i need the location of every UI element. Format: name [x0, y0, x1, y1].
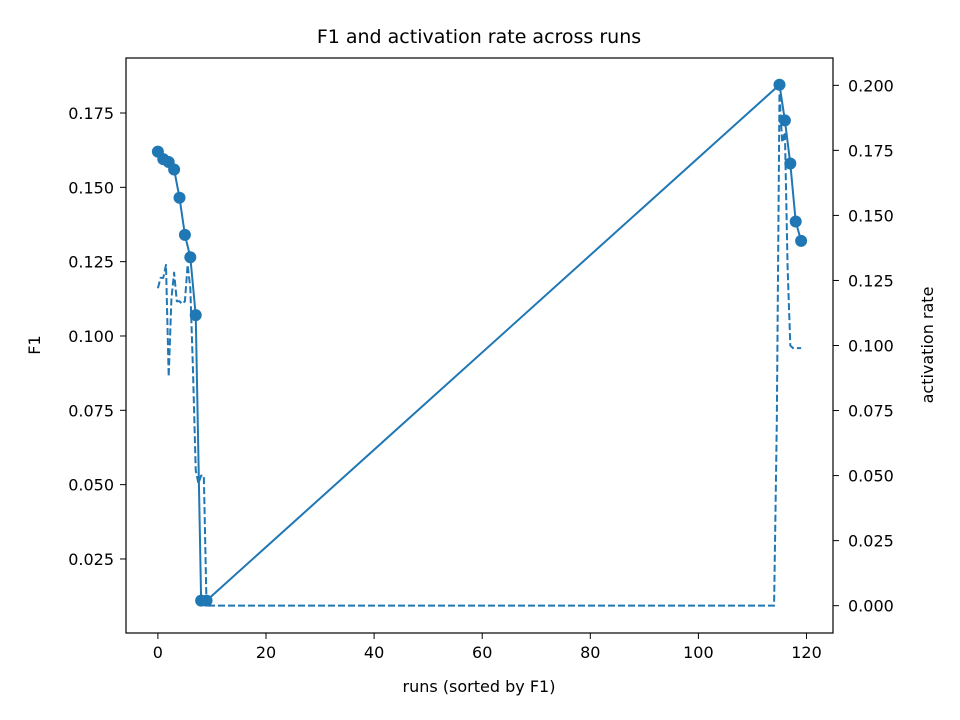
f1-data-point: [795, 234, 808, 247]
f1-data-point: [778, 114, 791, 127]
f1-data-point: [784, 157, 797, 170]
y-right-tick-label: 0.075: [848, 402, 894, 421]
f1-data-point: [184, 251, 197, 264]
f1-data-point: [773, 78, 786, 91]
f1-data-point: [173, 191, 186, 204]
x-tick-label: 100: [683, 643, 714, 662]
x-tick-label: 0: [153, 643, 163, 662]
f1-series-line: [157, 83, 803, 602]
plot-frame: [125, 57, 834, 634]
y-left-tick-label: 0.025: [68, 550, 114, 569]
y-left-tick-label: 0.075: [68, 401, 114, 420]
chart-title: F1 and activation rate across runs: [317, 26, 641, 48]
y-axis-left: 0.025 0.050 0.075 0.100 0.125 0.150 0.175: [68, 104, 126, 569]
y-right-tick-label: 0.000: [848, 597, 894, 616]
y-left-tick-label: 0.125: [68, 253, 114, 272]
plot-area: [151, 78, 808, 607]
x-axis-label: runs (sorted by F1): [403, 677, 556, 696]
y-right-tick-label: 0.050: [848, 467, 894, 486]
x-tick-label: 40: [364, 643, 384, 662]
activation-rate-series-line: [156, 92, 802, 607]
y-right-tick-label: 0.200: [848, 76, 894, 95]
x-axis: 0 20 40 60 80 100 120: [153, 633, 822, 662]
y-left-tick-label: 0.100: [68, 327, 114, 346]
f1-data-point: [178, 228, 191, 241]
f1-data-point: [189, 309, 202, 322]
y-axis-left-label: F1: [25, 335, 44, 354]
f1-data-point: [789, 215, 802, 228]
y-axis-right-label: activation rate: [918, 287, 937, 404]
y-right-tick-label: 0.100: [848, 337, 894, 356]
y-right-tick-label: 0.125: [848, 271, 894, 290]
y-left-tick-label: 0.050: [68, 476, 114, 495]
f1-data-point: [168, 163, 181, 176]
x-tick-label: 20: [256, 643, 276, 662]
y-left-tick-label: 0.150: [68, 178, 114, 197]
x-tick-label: 60: [472, 643, 492, 662]
y-right-tick-label: 0.025: [848, 532, 894, 551]
y-axis-right: 0.000 0.025 0.050 0.075 0.100 0.125 0.150 0.175…: [833, 76, 894, 616]
y-right-tick-label: 0.150: [848, 206, 894, 225]
y-left-tick-label: 0.175: [68, 104, 114, 123]
x-tick-label: 120: [791, 643, 822, 662]
x-tick-label: 80: [580, 643, 600, 662]
y-right-tick-label: 0.175: [848, 141, 894, 160]
